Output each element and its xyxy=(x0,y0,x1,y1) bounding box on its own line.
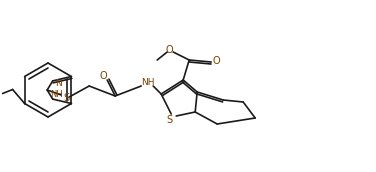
Text: S: S xyxy=(166,115,172,125)
Text: N: N xyxy=(55,79,62,88)
Text: NH: NH xyxy=(50,90,63,99)
Text: NH: NH xyxy=(141,78,155,87)
Text: S: S xyxy=(63,93,69,103)
Text: O: O xyxy=(212,56,220,66)
Text: O: O xyxy=(99,71,107,81)
Text: O: O xyxy=(165,45,173,55)
